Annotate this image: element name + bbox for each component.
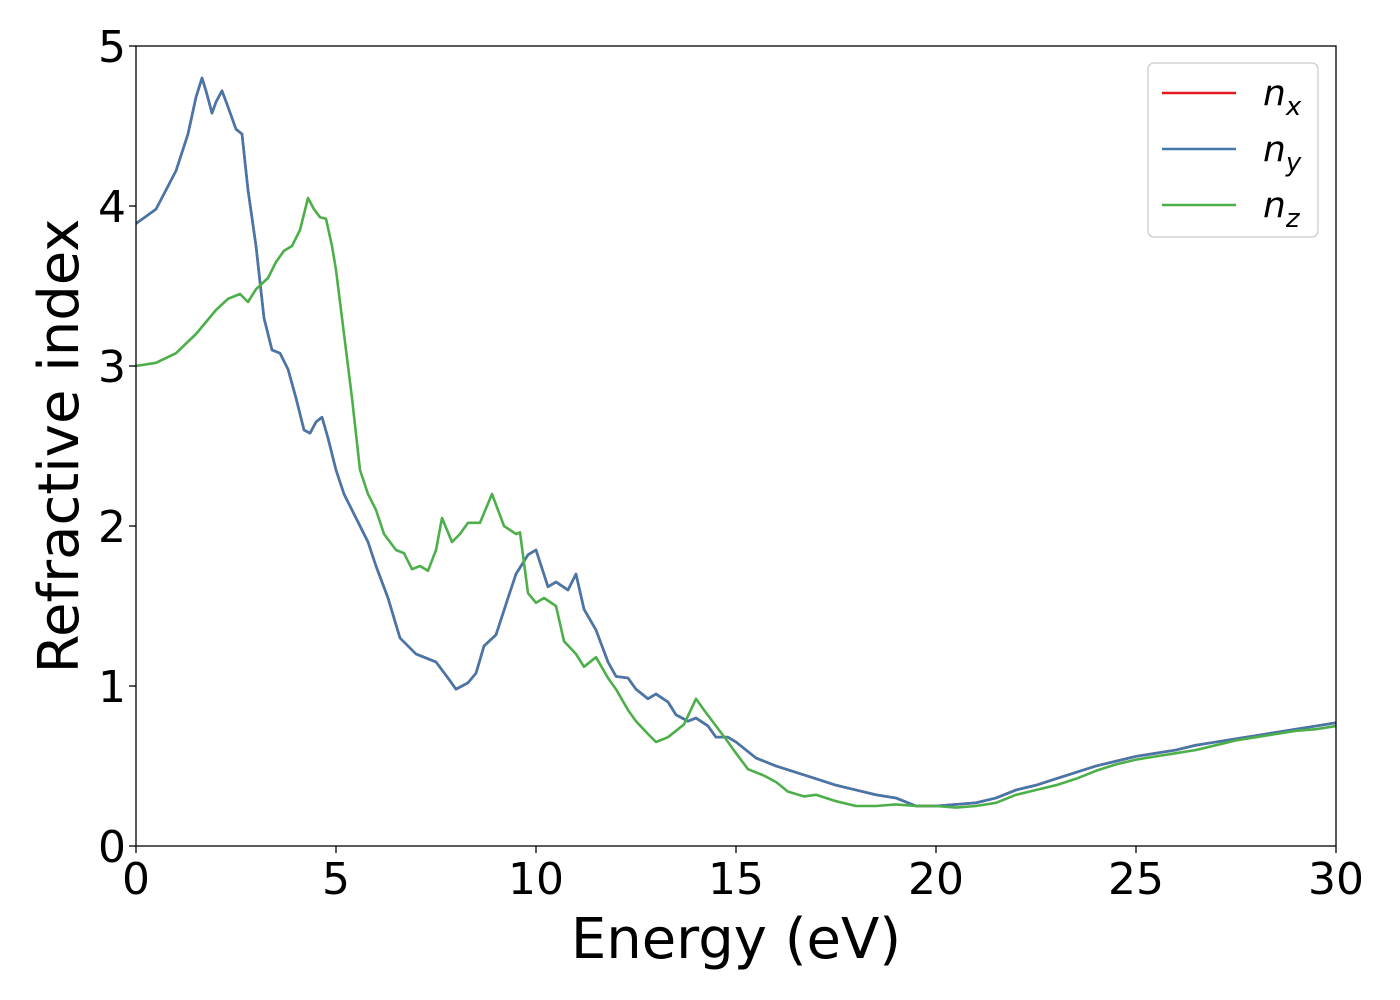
legend-label-n-y: ny [1263, 129, 1302, 178]
y-axis-title: Refractive index [27, 219, 92, 674]
series-layer [136, 76, 1336, 809]
y-tick-label: 1 [98, 662, 126, 713]
legend-label-n-z: nz [1263, 185, 1301, 234]
x-tick-label: 30 [1308, 854, 1364, 905]
legend-label-n-x: nx [1263, 73, 1302, 122]
x-axis: 0 5 10 15 20 25 30 [122, 846, 1364, 905]
x-tick-label: 20 [908, 854, 964, 905]
x-tick-label: 0 [122, 854, 150, 905]
x-tick-label: 25 [1108, 854, 1164, 905]
series-line-n-z [136, 196, 1336, 809]
y-tick-label: 3 [98, 342, 126, 393]
y-tick-label: 2 [98, 502, 126, 553]
x-tick-label: 15 [708, 854, 764, 905]
y-tick-label: 5 [98, 22, 126, 73]
series-line-n-y [136, 76, 1336, 808]
x-tick-label: 5 [322, 854, 350, 905]
y-tick-label: 0 [98, 822, 126, 873]
y-axis: 0 1 2 3 4 5 [98, 22, 136, 873]
x-tick-label: 10 [508, 854, 564, 905]
y-tick-label: 4 [98, 182, 126, 233]
legend: nx ny nz [1147, 62, 1319, 238]
x-axis-title: Energy (eV) [571, 907, 901, 972]
